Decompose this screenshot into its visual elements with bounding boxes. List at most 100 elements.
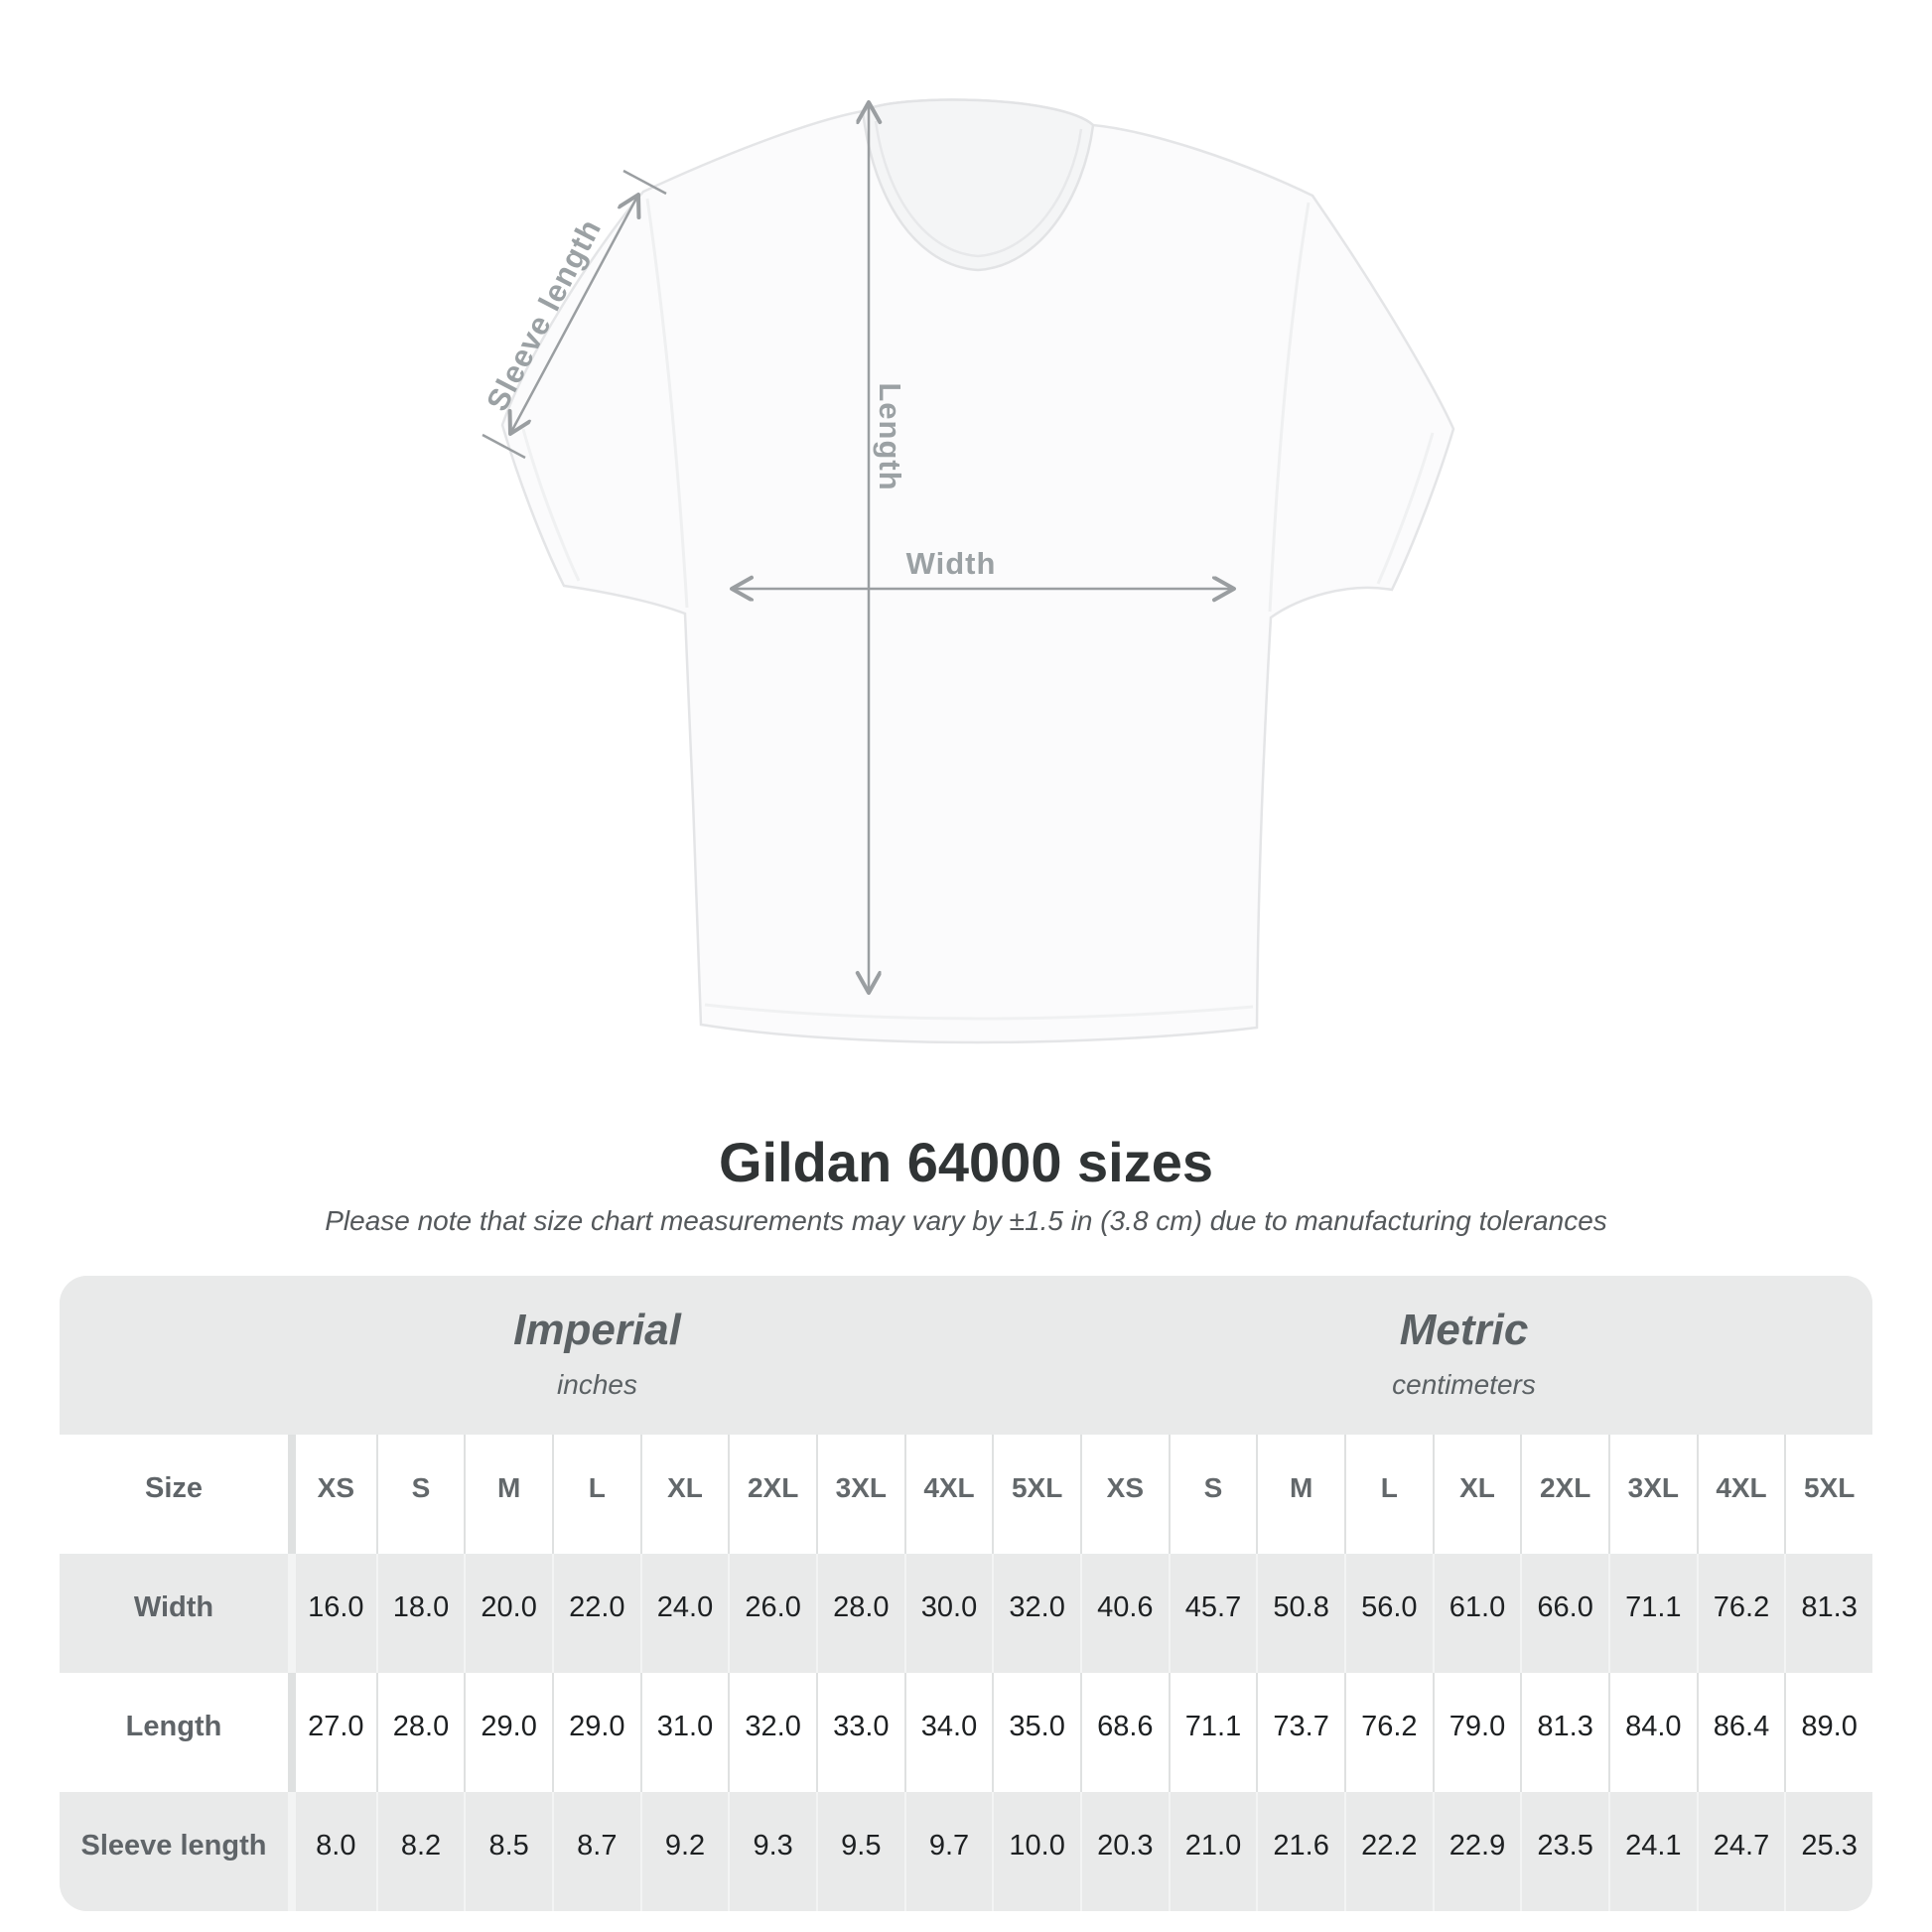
imperial-value: 8.7 [551, 1792, 640, 1911]
size-col-header: 4XL [1696, 1435, 1785, 1554]
metric-value: 25.3 [1784, 1792, 1872, 1911]
imperial-value: 9.3 [728, 1792, 816, 1911]
size-col-header: XL [1432, 1435, 1521, 1554]
metric-value: 61.0 [1432, 1554, 1521, 1673]
metric-value: 50.8 [1256, 1554, 1344, 1673]
imperial-value: 32.0 [728, 1673, 816, 1792]
metric-value: 76.2 [1696, 1554, 1785, 1673]
imperial-value: 8.2 [375, 1792, 465, 1911]
sleeve-arrow-tick-bottom [482, 433, 526, 460]
size-col-header: XS [288, 1435, 376, 1554]
imperial-value: 28.0 [375, 1673, 465, 1792]
metric-value: 22.2 [1343, 1792, 1433, 1911]
size-col-header: XS [1079, 1435, 1169, 1554]
size-col-header: S [375, 1435, 465, 1554]
sleeve-hem-seam-right [1376, 432, 1435, 585]
size-col-header: L [551, 1435, 640, 1554]
size-col-header: 4XL [903, 1435, 993, 1554]
size-header-row: Size XS S M L XL 2XL 3XL 4XL 5XL XS S M L XL 2XL 3XL 4XL 5… [60, 1435, 1872, 1554]
imperial-label: Imperial [513, 1306, 681, 1354]
metric-value: 81.3 [1784, 1554, 1872, 1673]
metric-value: 71.1 [1607, 1554, 1697, 1673]
metric-value: 68.6 [1079, 1673, 1169, 1792]
imperial-value: 9.2 [639, 1792, 729, 1911]
metric-value: 21.6 [1256, 1792, 1344, 1911]
imperial-value: 32.0 [992, 1554, 1080, 1673]
size-header-label: Size [144, 1471, 204, 1504]
metric-value: 76.2 [1343, 1673, 1433, 1792]
metric-value: 24.7 [1696, 1792, 1785, 1911]
measurement-row: Sleeve length 8.0 8.2 8.5 8.7 9.2 9.3 9.5 9.7 10.… [60, 1792, 1872, 1911]
imperial-value: 24.0 [639, 1554, 729, 1673]
imperial-value: 10.0 [992, 1792, 1080, 1911]
tshirt-diagram: Sleeve length Length Width [480, 98, 1455, 1044]
page-title: Gildan 64000 sizes [718, 1131, 1214, 1193]
row-label: Sleeve length [80, 1829, 267, 1862]
imperial-value: 16.0 [288, 1554, 376, 1673]
metric-value: 56.0 [1343, 1554, 1433, 1673]
imperial-header: Imperial inches [60, 1276, 1080, 1435]
imperial-value: 34.0 [903, 1673, 993, 1792]
imperial-value: 9.5 [815, 1792, 904, 1911]
width-label: Width [906, 546, 997, 581]
imperial-value: 35.0 [992, 1673, 1080, 1792]
metric-value: 79.0 [1432, 1673, 1521, 1792]
imperial-value: 20.0 [464, 1554, 552, 1673]
hem-seam [704, 1003, 1254, 1021]
imperial-value: 27.0 [288, 1673, 376, 1792]
tshirt-body [500, 98, 1455, 1044]
metric-value: 23.5 [1520, 1792, 1608, 1911]
size-col-header: L [1343, 1435, 1433, 1554]
length-label: Length [873, 382, 907, 490]
imperial-value: 8.5 [464, 1792, 552, 1911]
size-col-header: 2XL [728, 1435, 816, 1554]
metric-value: 66.0 [1520, 1554, 1608, 1673]
metric-value: 81.3 [1520, 1673, 1608, 1792]
sleeve-arrow-tick-top [622, 169, 667, 196]
size-col-header: 5XL [1784, 1435, 1872, 1554]
size-col-header: 2XL [1520, 1435, 1608, 1554]
measurement-row: Length 27.0 28.0 29.0 29.0 31.0 32.0 33.0 34.0 35… [60, 1673, 1872, 1792]
sleeve-seam-left [645, 198, 689, 609]
metric-value: 20.3 [1079, 1792, 1169, 1911]
sleeve-hem-seam-left [521, 428, 581, 582]
imperial-value: 28.0 [815, 1554, 904, 1673]
size-table-rows: Size XS S M L XL 2XL 3XL 4XL 5XL XS S M L XL 2XL 3XL 4XL 5… [60, 1435, 1872, 1911]
metric-value: 22.9 [1432, 1792, 1521, 1911]
size-col-header: 3XL [1607, 1435, 1697, 1554]
metric-value: 40.6 [1079, 1554, 1169, 1673]
size-table: Imperial inches Metric centimeters Size X… [60, 1276, 1872, 1911]
unit-header-band: Imperial inches Metric centimeters [60, 1276, 1872, 1435]
imperial-unit-label: inches [557, 1369, 637, 1400]
metric-value: 73.7 [1256, 1673, 1344, 1792]
imperial-value: 22.0 [551, 1554, 640, 1673]
size-col-header: 5XL [992, 1435, 1080, 1554]
tshirt-collar-seam [874, 120, 1083, 258]
metric-value: 21.0 [1168, 1792, 1257, 1911]
metric-value: 89.0 [1784, 1673, 1872, 1792]
imperial-value: 9.7 [903, 1792, 993, 1911]
imperial-value: 30.0 [903, 1554, 993, 1673]
metric-value: 45.7 [1168, 1554, 1257, 1673]
sleeve-seam-right [1268, 202, 1311, 613]
tolerance-note: Please note that size chart measurements… [325, 1205, 1607, 1236]
metric-value: 86.4 [1696, 1673, 1785, 1792]
imperial-value: 18.0 [375, 1554, 465, 1673]
metric-label: Metric [1399, 1306, 1529, 1354]
metric-header: Metric centimeters [1080, 1276, 1872, 1435]
imperial-value: 26.0 [728, 1554, 816, 1673]
imperial-value: 29.0 [464, 1673, 552, 1792]
metric-value: 84.0 [1607, 1673, 1697, 1792]
size-col-header: M [464, 1435, 552, 1554]
metric-value: 24.1 [1607, 1792, 1697, 1911]
sleeve-arrow [510, 195, 638, 434]
size-col-header: XL [639, 1435, 729, 1554]
imperial-value: 33.0 [815, 1673, 904, 1792]
size-col-header: S [1168, 1435, 1257, 1554]
size-col-header: 3XL [815, 1435, 904, 1554]
row-label: Width [133, 1590, 214, 1623]
metric-value: 71.1 [1168, 1673, 1257, 1792]
size-col-header: M [1256, 1435, 1344, 1554]
metric-unit-label: centimeters [1392, 1369, 1536, 1400]
